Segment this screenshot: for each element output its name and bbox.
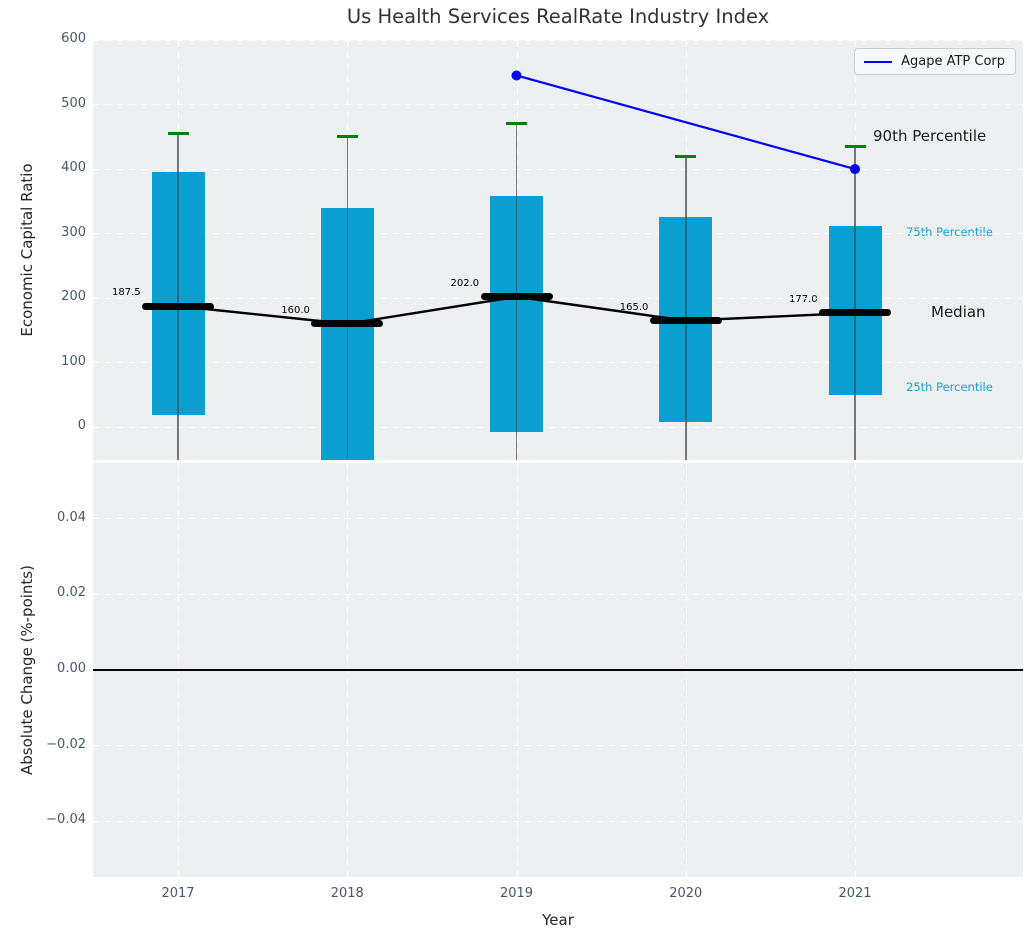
lines-overlay [176, 70, 860, 326]
bottom-ytick-−0.04: −0.04 [46, 812, 86, 828]
label-90th-percentile: 90th Percentile [873, 127, 987, 146]
p90-tick-2019 [506, 122, 527, 126]
xtick-2020: 2020 [669, 886, 703, 901]
bottom-ytick-0.02: 0.02 [57, 585, 86, 601]
bottom-axes-absolute-change [93, 463, 1023, 877]
median-value-label-2018: 160.0 [281, 304, 310, 316]
gridline-horizontal-0 [93, 426, 1023, 428]
median-segment-2020 [649, 317, 722, 325]
median-connecting-line [176, 295, 857, 326]
whisker-overlay-2018 [346, 207, 348, 460]
p90-tick-2021 [844, 144, 866, 148]
bottom-ytick-0.00: 0.00 [57, 661, 86, 676]
legend: Agape ATP Corp [854, 48, 1016, 75]
series-line-agape-atp-corp [515, 74, 857, 171]
xtick-2018: 2018 [330, 886, 364, 901]
gridline-horizontal-100 [93, 362, 1023, 364]
gridline-horizontal--0.02 [93, 745, 1023, 747]
xtick-2021: 2021 [838, 886, 872, 901]
p90-tick-2018 [336, 135, 358, 139]
bottom-ytick-0.04: 0.04 [57, 509, 86, 525]
gridline-horizontal-0.02 [93, 593, 1023, 595]
gridline-horizontal-400 [93, 168, 1023, 170]
top-ytick-600: 600 [61, 31, 86, 46]
p90-tick-2017 [167, 132, 189, 136]
p90-tick-2020 [675, 154, 697, 158]
median-segment-2021 [819, 309, 891, 317]
top-ytick-400: 400 [61, 160, 86, 176]
top-ytick-200: 200 [61, 289, 86, 305]
gridline-horizontal-600 [93, 40, 1023, 41]
median-segment-2017 [142, 302, 214, 310]
gridline-horizontal-300 [93, 233, 1023, 235]
top-ytick-100: 100 [61, 353, 86, 369]
series-marker-2021 [850, 164, 860, 175]
gridline-horizontal-500 [93, 104, 1023, 106]
x-axis-label: Year [542, 911, 574, 929]
label-25th-percentile: 25th Percentile [906, 379, 993, 394]
legend-label: Agape ATP Corp [901, 54, 1005, 69]
gridline-horizontal-0.04 [93, 518, 1023, 520]
top-axes-economic-capital-ratio: Agape ATP Corp 187.5 160.0 202.0 165.0 1… [93, 40, 1023, 460]
median-segment-2018 [311, 320, 384, 328]
series-marker-2019 [511, 70, 522, 81]
bottom-ytick-−0.02: −0.02 [46, 736, 86, 752]
gridline-horizontal-200 [93, 297, 1023, 299]
top-ytick-500: 500 [61, 95, 86, 111]
median-segment-2019 [480, 293, 553, 301]
label-75th-percentile: 75th Percentile [906, 224, 993, 239]
legend-line-sample [864, 60, 893, 63]
median-value-label-2019: 202.0 [450, 277, 480, 289]
xtick-2017: 2017 [161, 886, 195, 901]
whisker-overlay-2019 [515, 196, 518, 433]
median-value-label-2017: 187.5 [112, 287, 141, 299]
median-value-label-2020: 165.0 [619, 301, 649, 313]
label-median: Median [931, 302, 986, 321]
top-ytick-300: 300 [61, 224, 86, 240]
gridline-horizontal--0.04 [93, 820, 1023, 822]
whisker-overlay-2017 [177, 172, 179, 415]
median-value-label-2021: 177.0 [789, 293, 818, 305]
zero-line [93, 669, 1023, 671]
chart-title: Us Health Services RealRate Industry Ind… [346, 5, 770, 28]
top-ytick-0: 0 [77, 418, 86, 434]
xtick-2019: 2019 [499, 886, 534, 901]
